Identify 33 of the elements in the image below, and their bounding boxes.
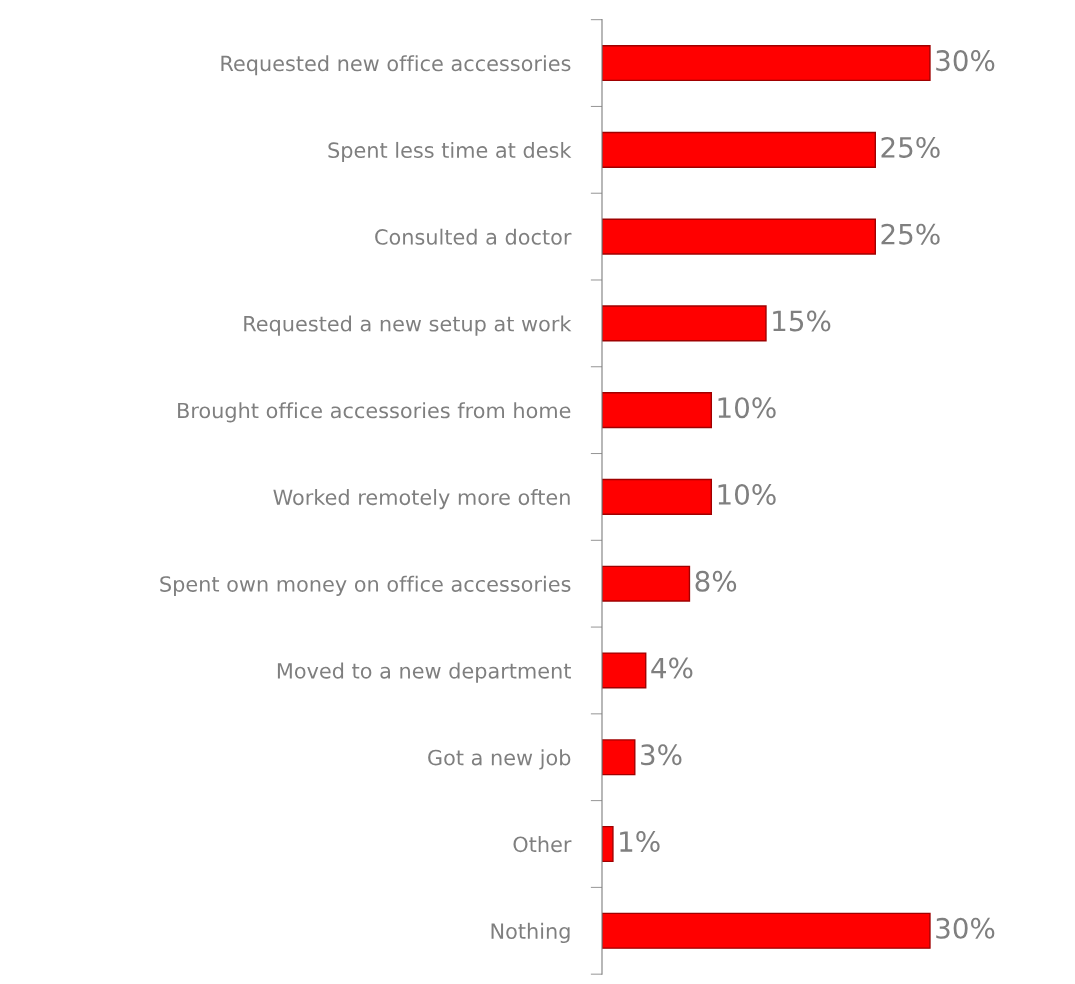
data-label: 10% [718,397,776,419]
y-tick-label: Consulted a doctor [375,228,572,245]
y-tick-label: Spent less time at desk [328,141,572,163]
y-tick-label: Requested new office accessories [221,55,571,76]
bar [602,45,931,82]
y-tick-label: Got a new job [428,749,571,770]
y-tick-label: Other [513,836,572,853]
data-label: 3% [641,744,682,766]
data-label: 25% [881,136,940,158]
bar [602,912,931,949]
bar [602,392,713,429]
bar [602,739,636,776]
y-tick-label: Nothing [491,922,570,944]
y-tick-label: Brought office accessories from home [178,402,571,423]
data-label: 8% [695,570,737,592]
data-label: 4% [651,657,693,679]
y-tick-label: Moved to a new department [277,662,571,683]
bar [602,218,877,255]
y-tick-label: Worked remotely more often [273,489,570,510]
bar [602,478,713,515]
data-label: 25% [881,223,940,245]
data-label: 10% [718,483,776,505]
bar [602,652,647,689]
bar [602,825,614,863]
y-tick-label: Spent own money on office accessories [160,575,571,596]
data-label: 30% [936,50,995,72]
y-tick-label: Requested a new setup at work [244,315,572,336]
data-label: 30% [936,917,995,939]
bar [602,131,877,168]
data-label: 1% [620,831,660,853]
bar [602,305,767,342]
bar [602,565,691,602]
data-label: 15% [773,310,831,332]
